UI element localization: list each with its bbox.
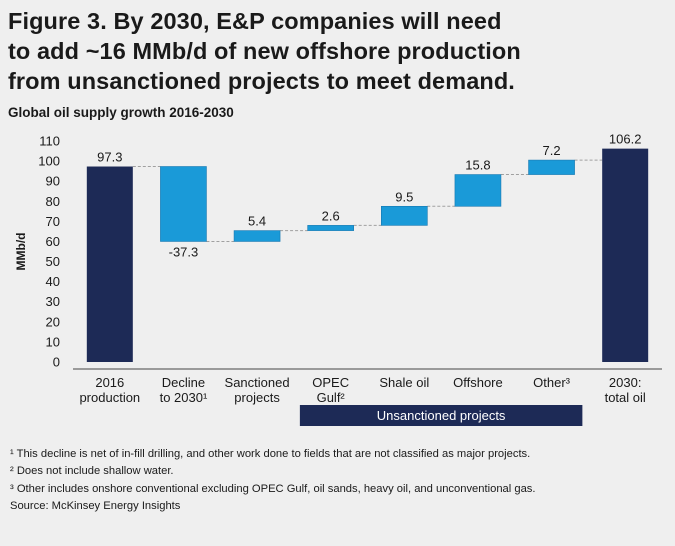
data-label: 7.2: [543, 143, 561, 158]
footnote-2: ² Does not include shallow water.: [10, 465, 174, 478]
category-label: projects: [234, 390, 280, 405]
category-label: Shale oil: [379, 375, 429, 390]
y-tick-label: 80: [46, 194, 60, 209]
category-label: 2030:: [609, 375, 642, 390]
y-tick-label: 90: [46, 174, 60, 189]
data-label: 97.3: [97, 150, 122, 165]
category-label: Sanctioned: [225, 375, 290, 390]
y-tick-label: 70: [46, 214, 60, 229]
footnote-1: ¹ This decline is net of in-fill drillin…: [10, 448, 531, 460]
data-label: -37.3: [169, 244, 199, 259]
y-axis-title: MMb/d: [14, 233, 28, 271]
bar-7: [602, 148, 649, 362]
data-label: 2.6: [322, 208, 340, 223]
category-label: production: [79, 390, 140, 405]
bar-3: [307, 225, 354, 231]
bar-2: [233, 230, 281, 242]
figure-title: Figure 3. By 2030, E&P companies will ne…: [8, 6, 668, 96]
figure-title-line: to add ~16 MMb/d of new offshore product…: [8, 38, 521, 64]
group-band-label: Unsanctioned projects: [377, 408, 506, 423]
y-tick-label: 50: [46, 254, 60, 269]
category-label: Offshore: [453, 375, 503, 390]
bar-4: [381, 205, 428, 226]
y-tick-label: 30: [46, 294, 60, 309]
category-label: Gulf²: [317, 390, 346, 405]
chart-subtitle: Global oil supply growth 2016-2030: [8, 105, 234, 120]
data-label: 15.8: [465, 158, 490, 173]
bar-0: [86, 166, 133, 362]
category-label: Decline: [162, 375, 205, 390]
category-label: to 2030¹: [160, 390, 208, 405]
y-tick-label: 40: [46, 274, 60, 289]
figure-title-line: Figure 3. By 2030, E&P companies will ne…: [8, 8, 502, 34]
y-tick-label: 110: [39, 134, 60, 149]
group-band: [299, 405, 583, 426]
bar-5: [454, 174, 502, 207]
y-tick-label: 20: [46, 314, 60, 329]
source-note: Source: McKinsey Energy Insights: [10, 500, 181, 513]
waterfall-chart: 0 10 20 30 40 50 60 70 80 90 100 110 MMb/d 97.3 -37.3 5…: [14, 132, 662, 426]
category-label: Other³: [533, 375, 571, 390]
category-label: total oil: [605, 390, 646, 405]
y-tick-label: 0: [53, 355, 60, 370]
bar-1: [160, 166, 207, 242]
y-tick-label: 10: [46, 334, 60, 349]
data-label: 9.5: [395, 189, 413, 204]
y-tick-label: 60: [46, 234, 60, 249]
footnote-3: ³ Other includes onshore conventional ex…: [10, 482, 536, 495]
data-label: 106.2: [609, 132, 642, 147]
y-tick-label: 100: [38, 154, 60, 169]
category-label: OPEC: [312, 375, 349, 390]
data-label: 5.4: [248, 214, 266, 229]
bar-6: [528, 159, 575, 175]
footnotes: ¹ This decline is net of in-fill drillin…: [10, 446, 665, 516]
category-label: 2016: [95, 375, 124, 390]
figure-title-line: from unsanctioned projects to meet deman…: [8, 68, 515, 94]
